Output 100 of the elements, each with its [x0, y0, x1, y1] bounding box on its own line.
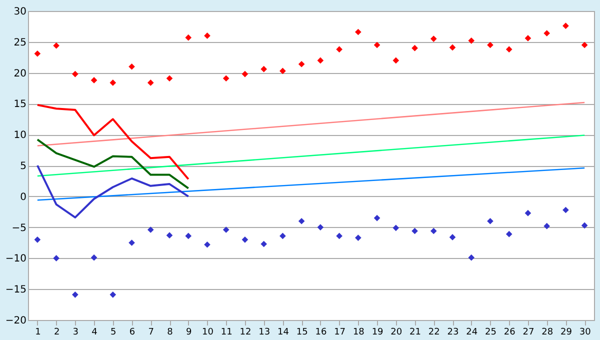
x-tick-label: 21 [410, 328, 421, 338]
y-tick-label: 20 [14, 68, 26, 80]
point [336, 46, 342, 52]
line-series [36, 104, 190, 180]
point [185, 232, 192, 240]
point [72, 292, 78, 298]
point [524, 210, 532, 216]
point [242, 70, 248, 78]
point [430, 228, 437, 234]
point [298, 60, 305, 68]
line-series [36, 164, 190, 218]
point [487, 218, 494, 224]
point [222, 75, 230, 82]
y-tick-label: 30 [14, 6, 26, 18]
point [280, 232, 286, 240]
point [128, 63, 135, 70]
point [317, 224, 324, 230]
point [430, 36, 437, 42]
y-tick-label: −10 [5, 254, 26, 265]
point [562, 22, 569, 29]
point [72, 70, 78, 78]
x-tick-label: 27 [522, 328, 534, 338]
point [110, 292, 116, 298]
x-tick-label: 14 [277, 328, 290, 338]
x-tick-label: 18 [352, 328, 365, 338]
x-tick-label: 29 [560, 328, 572, 338]
x-tick-label: 16 [315, 328, 327, 338]
x-tick-label: 15 [296, 328, 308, 338]
x-tick-label: 24 [466, 328, 478, 338]
point [204, 241, 210, 248]
y-tick-label: 15 [14, 99, 26, 110]
point [355, 234, 362, 241]
x-tick-label: 10 [202, 328, 214, 338]
y-tick-label: 0 [20, 192, 26, 203]
point [110, 80, 116, 86]
point [298, 218, 305, 224]
point [468, 254, 475, 261]
point [260, 240, 267, 248]
point [392, 57, 400, 64]
point [34, 236, 41, 243]
point [562, 206, 569, 214]
x-tick-label: 22 [428, 328, 440, 338]
y-tick-label: −20 [5, 316, 26, 326]
x-tick-label: 3 [72, 328, 79, 338]
x-tick-label: 6 [129, 328, 136, 338]
x-tick-label: 4 [92, 328, 98, 338]
point [90, 77, 98, 84]
x-tick-label: 26 [504, 328, 516, 338]
x-tick-label: 28 [542, 328, 554, 338]
y-tick-label: 10 [14, 130, 26, 142]
x-tick-label: 25 [485, 328, 496, 338]
x-tick-label: 23 [447, 328, 459, 338]
point [185, 34, 192, 41]
point [53, 255, 60, 262]
y-tick-label: 25 [14, 37, 26, 48]
point [53, 42, 60, 49]
point [506, 46, 512, 52]
point [260, 66, 267, 72]
x-tick-label: 7 [148, 328, 154, 338]
point [147, 226, 154, 233]
point [242, 236, 248, 243]
x-tick-label: 9 [186, 328, 192, 338]
point [374, 42, 380, 48]
point [166, 75, 173, 82]
x-tick-label: 17 [334, 328, 346, 338]
point [317, 57, 324, 64]
y-tick-label: 5 [20, 161, 26, 172]
point [280, 68, 286, 74]
point [506, 230, 512, 238]
x-tick-label: 13 [258, 328, 270, 338]
x-tick-label: 30 [579, 328, 592, 338]
point [90, 254, 98, 261]
point [166, 232, 173, 238]
point [392, 224, 400, 232]
point [412, 228, 418, 234]
point [524, 35, 532, 42]
point [412, 44, 418, 52]
x-tick-label: 1 [35, 328, 41, 338]
x-tick-label: 8 [167, 328, 174, 338]
point [544, 222, 550, 230]
x-tick-label: 5 [110, 328, 116, 338]
point [581, 222, 588, 229]
point [581, 42, 588, 48]
point [204, 32, 210, 39]
point [336, 232, 342, 240]
y-tick-label: −15 [5, 284, 26, 296]
point [374, 214, 380, 222]
point [544, 30, 550, 36]
point [355, 28, 362, 36]
y-tick-label: −5 [12, 222, 26, 234]
point [449, 234, 456, 240]
point [34, 50, 41, 57]
x-tick-label: 19 [372, 328, 384, 338]
point [222, 226, 230, 233]
point [468, 38, 475, 44]
x-tick-label: 20 [390, 328, 402, 338]
line-series [36, 138, 190, 190]
point [147, 80, 154, 86]
x-tick-label: 2 [54, 328, 60, 338]
point [128, 240, 135, 246]
